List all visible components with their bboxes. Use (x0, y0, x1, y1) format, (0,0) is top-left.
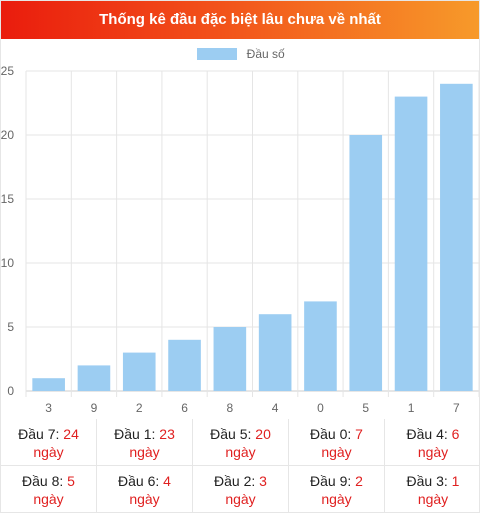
x-tick-label: 6 (181, 401, 188, 415)
legend-label: Đầu số (246, 46, 285, 61)
stat-cell: Đầu 4: 6 ngày (385, 419, 480, 466)
stat-cell: Đầu 0: 7 ngày (289, 419, 385, 466)
y-tick-label: 10 (1, 256, 14, 270)
x-tick-label: 5 (362, 401, 369, 415)
stat-label: Đầu 5: (210, 426, 252, 442)
y-tick-label: 15 (1, 192, 14, 206)
stat-value: 2 (355, 473, 363, 489)
stat-label: Đầu 3: (406, 473, 448, 489)
x-tick-label: 2 (136, 401, 143, 415)
stat-value: 6 (451, 426, 460, 442)
x-tick-label: 8 (227, 401, 234, 415)
chart-legend[interactable]: Đầu số (1, 46, 480, 62)
stat-cell: Đầu 2: 3 ngày (193, 466, 289, 513)
bar (122, 352, 156, 391)
stat-cell: Đầu 3: 1 ngày (385, 466, 480, 513)
stat-cell: Đầu 6: 4 ngày (97, 466, 193, 513)
stat-cell: Đầu 9: 2 ngày (289, 466, 385, 513)
stat-value: 4 (163, 473, 171, 489)
stat-unit: ngày (417, 491, 449, 507)
bar-chart: 0 5 10 15 20 25 3 9 2 6 8 4 0 5 1 7 (1, 64, 480, 415)
stat-value: 5 (67, 473, 75, 489)
stat-label: Đầu 8: (22, 473, 64, 489)
y-tick-label: 0 (7, 384, 14, 398)
stat-cell: Đầu 7: 24 ngày (1, 419, 97, 466)
x-tick-label: 3 (45, 401, 52, 415)
bar (32, 378, 65, 391)
y-tick-label: 25 (1, 64, 14, 78)
stat-unit: ngày (33, 491, 64, 507)
x-tick-label: 0 (317, 401, 324, 415)
x-tick-label: 1 (408, 401, 415, 415)
bar (349, 135, 383, 391)
stat-label: Đầu 0: (310, 426, 352, 442)
stat-unit: ngày (321, 444, 352, 460)
bar (394, 96, 428, 391)
stat-value: 7 (355, 426, 363, 442)
bar (168, 339, 201, 391)
stat-label: Đầu 7: (18, 426, 60, 442)
stat-unit: ngày (129, 444, 160, 460)
stat-value: 3 (259, 473, 267, 489)
stat-unit: ngày (225, 444, 256, 460)
stat-label: Đầu 9: (310, 473, 352, 489)
stat-label: Đầu 6: (118, 473, 160, 489)
y-tick-label: 5 (7, 320, 14, 334)
stat-label: Đầu 2: (214, 473, 256, 489)
stat-unit: ngày (129, 491, 160, 507)
stat-cell: Đầu 1: 23 ngày (97, 419, 193, 466)
stat-unit: ngày (417, 444, 449, 460)
legend-swatch (197, 47, 238, 60)
bar (304, 301, 337, 391)
bar (258, 314, 292, 391)
stat-unit: ngày (225, 491, 256, 507)
stat-label: Đầu 4: (406, 426, 448, 442)
bar (440, 83, 473, 392)
stat-label: Đầu 1: (114, 426, 156, 442)
stat-value: 20 (255, 426, 271, 442)
x-tick-label: 9 (91, 401, 98, 415)
x-tick-label: 4 (272, 401, 279, 415)
stat-unit: ngày (33, 444, 64, 460)
chart-title: Thống kê đầu đặc biệt lâu chưa về nhất (1, 1, 479, 39)
stats-grid: Đầu 7: 24 ngày Đầu 1: 23 ngày Đầu 5: 20 ngà… (1, 419, 480, 514)
stat-cell: Đầu 8: 5 ngày (1, 466, 97, 513)
y-tick-label: 20 (1, 128, 14, 142)
stat-cell: Đầu 5: 20 ngày (193, 419, 289, 466)
stat-value: 1 (451, 473, 460, 489)
stat-value: 24 (63, 426, 79, 442)
stat-unit: ngày (321, 491, 352, 507)
stat-value: 23 (159, 426, 175, 442)
bar (77, 365, 111, 391)
bar (213, 327, 247, 391)
x-tick-label: 7 (453, 401, 460, 415)
